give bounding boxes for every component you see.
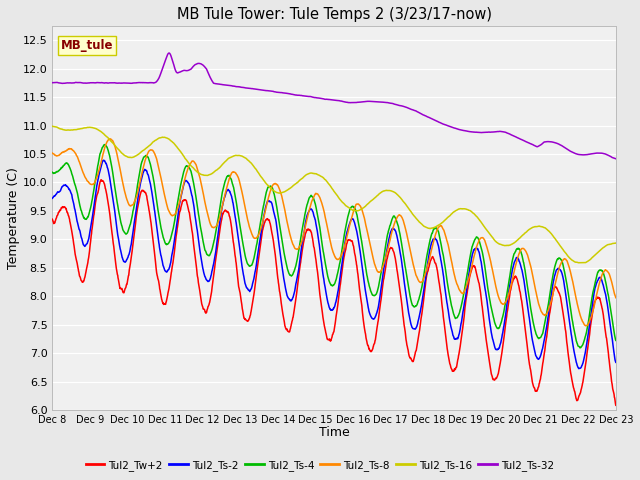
Legend: Tul2_Tw+2, Tul2_Ts-2, Tul2_Ts-4, Tul2_Ts-8, Tul2_Ts-16, Tul2_Ts-32: Tul2_Tw+2, Tul2_Ts-2, Tul2_Ts-4, Tul2_Ts…	[81, 456, 559, 475]
Text: MB_tule: MB_tule	[61, 39, 113, 52]
Title: MB Tule Tower: Tule Temps 2 (3/23/17-now): MB Tule Tower: Tule Temps 2 (3/23/17-now…	[177, 7, 492, 22]
Y-axis label: Temperature (C): Temperature (C)	[7, 167, 20, 269]
X-axis label: Time: Time	[319, 426, 349, 440]
